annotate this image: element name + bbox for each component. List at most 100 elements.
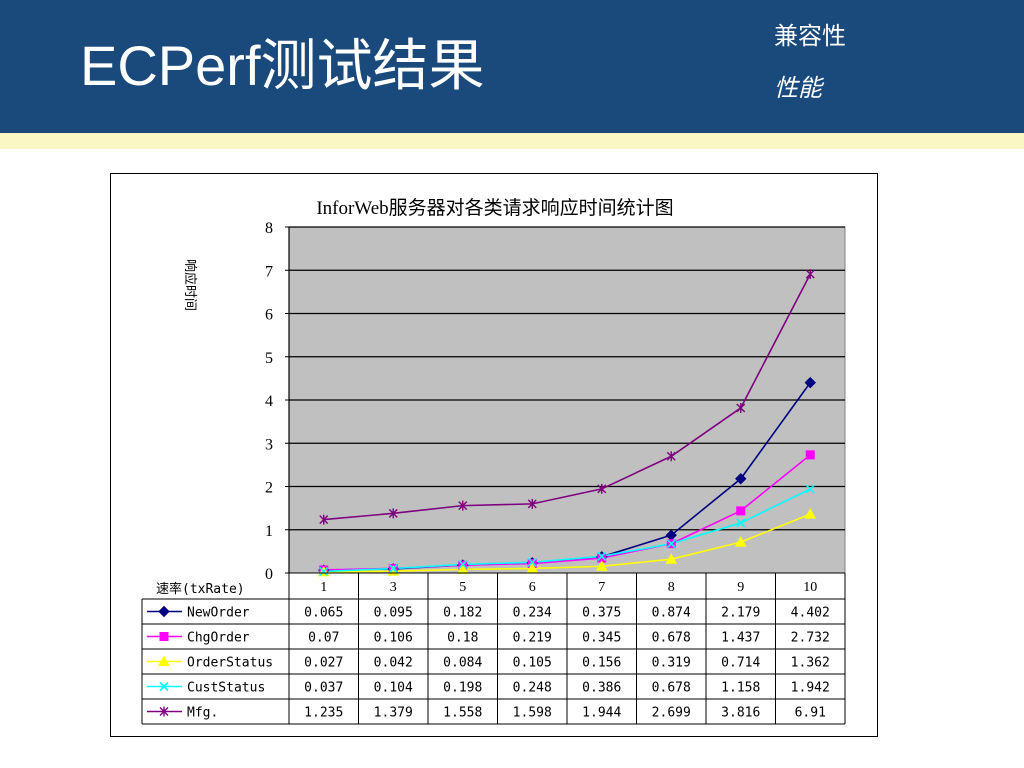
data-label: 0.095 — [374, 606, 413, 621]
data-label: 1.942 — [791, 681, 830, 696]
data-label: 0.182 — [443, 606, 482, 621]
data-point-custstatus — [319, 566, 329, 576]
data-point-mfg — [736, 402, 746, 413]
data-point-orderstatus — [734, 536, 747, 547]
data-label: 0.234 — [513, 606, 552, 621]
data-table: 1 3 5 6 7 8 9 10 NewOrder 0.065 0.095 0.182 0.234 0.3… — [141, 572, 846, 725]
data-label: 0.065 — [304, 606, 343, 621]
data-label: 0.874 — [652, 606, 691, 621]
slide-title: ECPerf测试结果 — [80, 34, 485, 97]
data-point-mfg — [388, 508, 398, 519]
data-label: 1.598 — [513, 706, 552, 721]
data-label: 1.362 — [791, 656, 830, 671]
data-label: 0.042 — [374, 656, 413, 671]
gridlines — [285, 226, 845, 574]
data-point-neworder — [735, 473, 747, 485]
y-tick-label: 3 — [265, 436, 273, 453]
data-label: 0.156 — [582, 656, 621, 671]
legend-marker-orderstatus — [158, 655, 170, 666]
data-label: 0.037 — [304, 681, 343, 696]
data-point-chgorder — [805, 450, 815, 460]
data-label: 1.158 — [721, 681, 760, 696]
banner-stripe — [0, 133, 1024, 149]
y-tick-label: 1 — [265, 523, 273, 540]
y-tick-label: 4 — [265, 393, 273, 410]
data-label: 0.18 — [447, 631, 478, 646]
data-point-mfg — [597, 483, 607, 494]
data-label: 0.084 — [443, 656, 482, 671]
series-line-custstatus — [323, 488, 811, 573]
legend-entry-mfg: Mfg. — [187, 706, 218, 721]
title-banner — [0, 0, 1024, 133]
data-label: 0.07 — [308, 631, 339, 646]
data-point-custstatus — [805, 484, 815, 494]
data-point-neworder — [804, 376, 816, 389]
x-tick-label: 3 — [390, 580, 397, 595]
legend-entry-neworder: NewOrder — [187, 606, 250, 621]
data-point-custstatus — [527, 557, 537, 567]
series-lines — [323, 273, 811, 573]
data-label: 0.027 — [304, 656, 343, 671]
x-axis-label: 速率(txRate) — [156, 581, 245, 597]
y-tick-label: 2 — [265, 480, 273, 497]
data-label: 4.402 — [791, 606, 830, 621]
x-tick-label: 6 — [529, 580, 536, 595]
x-tick-label: 1 — [320, 580, 327, 595]
data-point-custstatus — [458, 559, 468, 570]
legend-marker-chgorder — [159, 632, 169, 641]
data-point-mfg — [527, 498, 537, 509]
data-point-orderstatus — [665, 553, 678, 564]
data-label: 0.104 — [374, 681, 413, 696]
y-tick-label: 7 — [265, 263, 273, 280]
data-point-mfg — [458, 500, 468, 511]
data-point-custstatus — [736, 518, 746, 528]
data-point-mfg — [666, 451, 676, 462]
data-label: 1.235 — [304, 706, 343, 721]
data-label: 0.678 — [652, 681, 691, 696]
x-tick-label: 9 — [737, 580, 744, 595]
data-label: 0.714 — [721, 656, 760, 671]
y-tick-label: 0 — [265, 566, 273, 583]
data-point-orderstatus — [526, 562, 539, 573]
x-tick-label: 7 — [598, 580, 605, 595]
x-tick-label: 8 — [668, 580, 675, 595]
legend-entry-chgorder: ChgOrder — [187, 631, 250, 646]
data-label: 0.386 — [582, 681, 621, 696]
legend-marker-neworder — [158, 605, 170, 618]
data-point-custstatus — [388, 563, 398, 574]
legend-marker-mfg — [159, 706, 169, 717]
data-label: 0.198 — [443, 681, 482, 696]
data-label: 0.678 — [652, 631, 691, 646]
legend-marker-custstatus — [159, 681, 169, 692]
data-point-orderstatus — [595, 560, 608, 571]
data-point-orderstatus — [804, 508, 817, 519]
legend-entry-orderstatus: OrderStatus — [187, 656, 273, 671]
y-axis-label: 响应时间 — [182, 259, 198, 311]
data-point-custstatus — [666, 539, 676, 549]
nav-item-compatibility[interactable]: 兼容性 — [774, 22, 846, 50]
data-label: 0.105 — [513, 656, 552, 671]
y-tick-label: 5 — [265, 350, 273, 367]
nav-item-performance[interactable]: 性能 — [774, 74, 822, 102]
series-line-mfg — [323, 273, 811, 521]
data-label: 2.179 — [721, 606, 760, 621]
data-point-mfg — [805, 269, 815, 280]
x-tick-label: 10 — [803, 580, 817, 595]
data-label: 0.375 — [582, 606, 621, 621]
data-point-mfg — [319, 514, 329, 525]
legend-entry-custstatus: CustStatus — [187, 681, 265, 696]
data-label: 0.248 — [513, 681, 552, 696]
data-label: 1.558 — [443, 706, 482, 721]
data-point-custstatus — [597, 551, 607, 561]
data-label: 0.106 — [374, 631, 413, 646]
y-tick-label: 8 — [265, 220, 273, 237]
chart-title: InforWeb服务器对各类请求响应时间统计图 — [316, 197, 673, 219]
x-tick-label: 5 — [459, 580, 466, 595]
data-label: 6.91 — [795, 706, 826, 721]
data-label: 2.699 — [652, 706, 691, 721]
y-axis-ticks: 0 1 2 3 4 5 6 7 8 — [265, 220, 273, 583]
data-label: 2.732 — [791, 631, 830, 646]
data-label: 1.944 — [582, 706, 621, 721]
series-line-orderstatus — [323, 513, 811, 573]
